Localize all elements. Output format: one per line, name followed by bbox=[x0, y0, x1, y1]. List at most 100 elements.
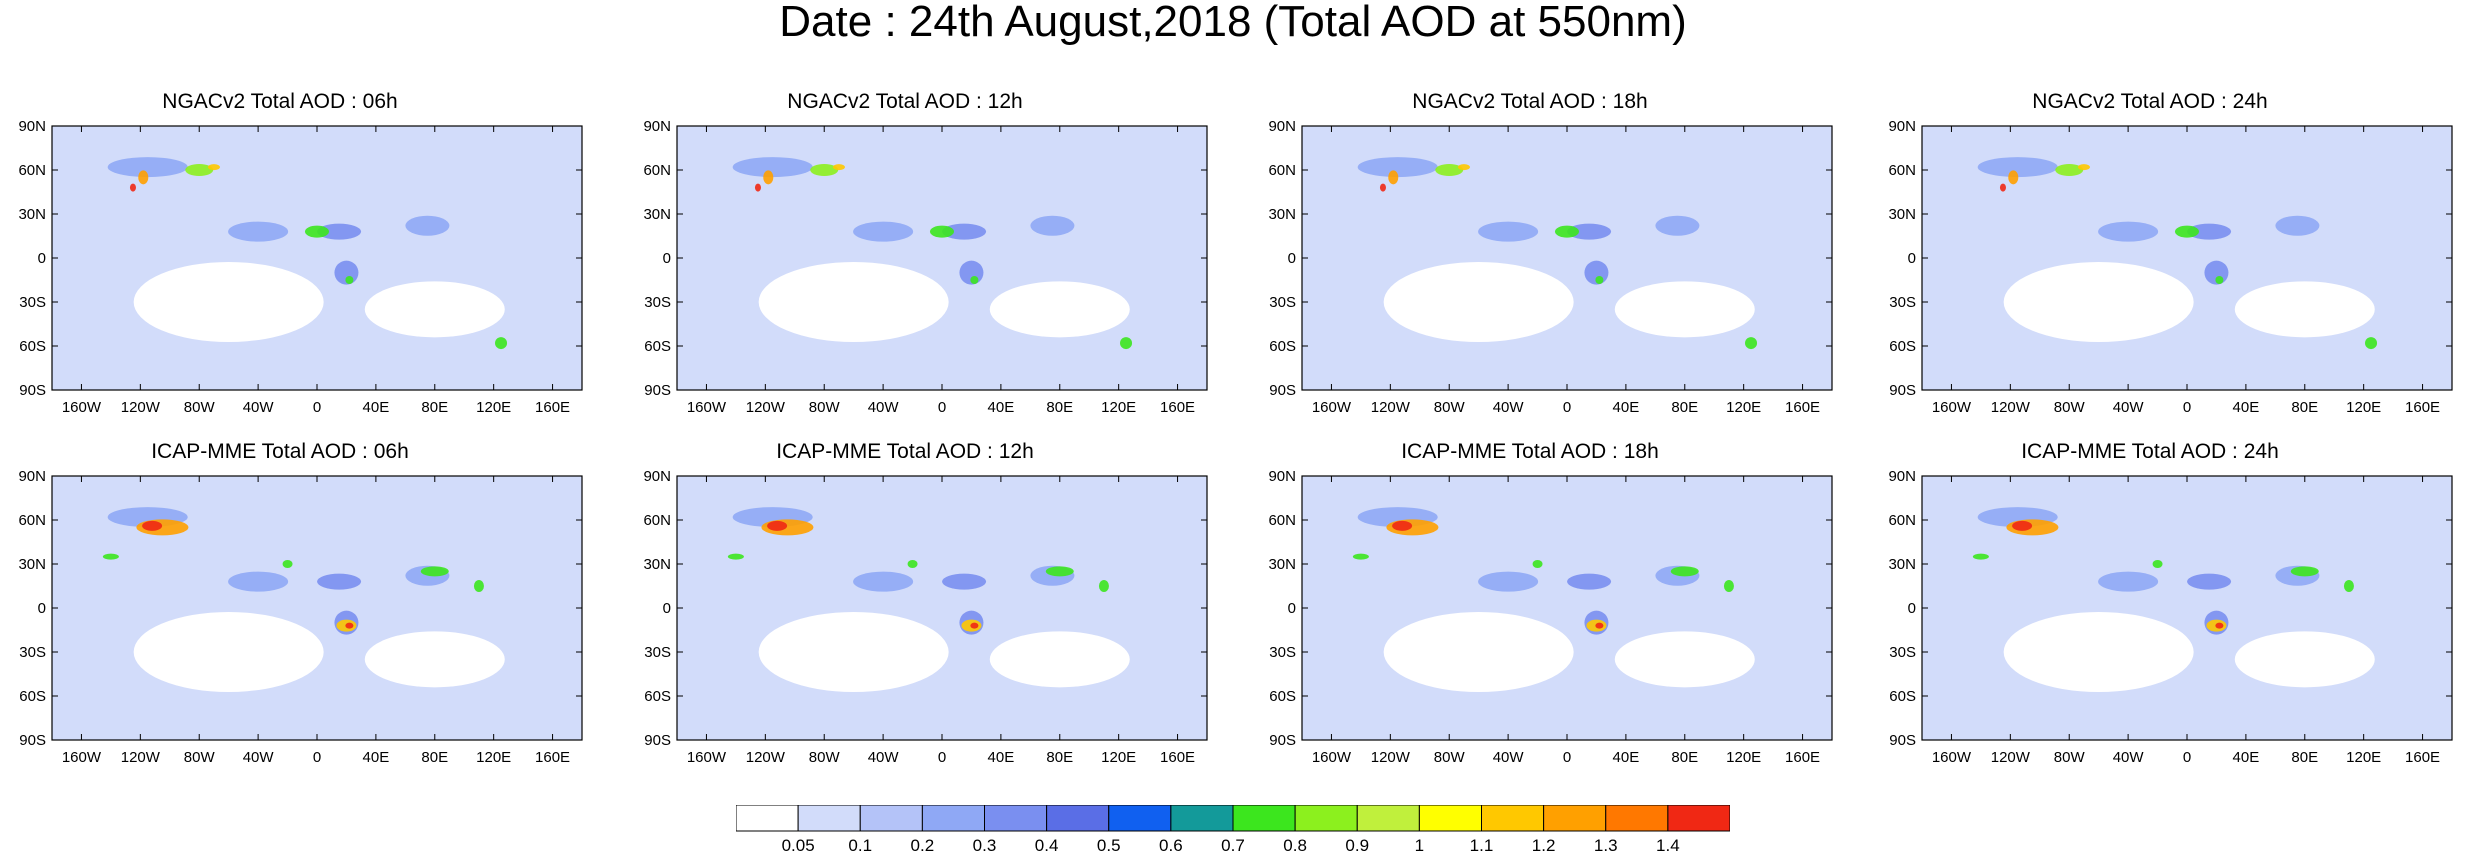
aod-field bbox=[473, 580, 484, 592]
lon-label: 40E bbox=[363, 749, 390, 766]
lon-label: 120E bbox=[1101, 749, 1136, 766]
aod-field bbox=[2290, 566, 2319, 577]
colorbar-box bbox=[1046, 805, 1110, 832]
map-ngacv2-12h: 90N 60N 30N 0 30S 60S 90S 160W 120W 80W 40W 0 40E 80E… bbox=[643, 118, 1208, 416]
lon-label: 0 bbox=[1563, 749, 1571, 766]
aod-field bbox=[1670, 566, 1699, 577]
aod-field bbox=[1567, 223, 1612, 240]
lat-label: 90S bbox=[19, 732, 46, 749]
aod-field bbox=[2175, 225, 2199, 238]
panel-title: NGACv2 Total AOD : 24h bbox=[2032, 90, 2268, 113]
lon-label: 160W bbox=[687, 399, 727, 416]
aod-field bbox=[2012, 520, 2033, 531]
colorbar-label: 0.3 bbox=[973, 836, 997, 853]
aod-field bbox=[228, 571, 289, 592]
lon-label: 0 bbox=[1563, 399, 1571, 416]
lon-label: 80W bbox=[2054, 749, 2086, 766]
aod-field bbox=[305, 225, 329, 238]
colorbar-label: 0.6 bbox=[1159, 836, 1183, 853]
aod-field bbox=[1999, 183, 2006, 192]
lat-label: 90N bbox=[1268, 468, 1296, 485]
aod-field bbox=[1030, 215, 1075, 236]
lat-label: 60N bbox=[1268, 512, 1296, 529]
aod-field bbox=[1357, 157, 1438, 178]
aod-field bbox=[853, 571, 914, 592]
low-aod-region bbox=[364, 631, 505, 688]
aod-field bbox=[282, 560, 293, 568]
aod-field bbox=[1392, 520, 1413, 531]
lon-label: 40W bbox=[1493, 749, 1525, 766]
lon-label: 0 bbox=[938, 399, 946, 416]
aod-field bbox=[942, 573, 987, 590]
lon-label: 160E bbox=[2405, 749, 2440, 766]
lon-label: 0 bbox=[2183, 399, 2191, 416]
low-aod-region bbox=[1383, 612, 1574, 692]
lon-label: 80W bbox=[184, 399, 216, 416]
lon-label: 40E bbox=[988, 749, 1015, 766]
colorbar-box bbox=[1232, 805, 1296, 832]
low-aod-region bbox=[2003, 612, 2194, 692]
aod-field bbox=[1045, 566, 1074, 577]
aod-field bbox=[810, 164, 839, 176]
aod-field bbox=[1098, 580, 1109, 592]
lat-label: 30S bbox=[644, 294, 671, 311]
lon-label: 0 bbox=[313, 399, 321, 416]
colorbar-box bbox=[1108, 805, 1172, 832]
lat-label: 30S bbox=[644, 644, 671, 661]
colorbar-label: 0.1 bbox=[848, 836, 872, 853]
lat-label: 30S bbox=[1889, 644, 1916, 661]
lat-label: 60S bbox=[644, 688, 671, 705]
lat-label: 60S bbox=[644, 338, 671, 355]
low-aod-region bbox=[758, 612, 949, 692]
lat-label: 30N bbox=[643, 206, 671, 223]
aod-field bbox=[2343, 580, 2354, 592]
aod-field bbox=[1595, 276, 1604, 284]
map-ngacv2-18h: 90N 60N 30N 0 30S 60S 90S 160W 120W 80W 40W 0 40E 80E… bbox=[1268, 118, 1833, 416]
colorbar-label: 0.5 bbox=[1097, 836, 1121, 853]
lat-label: 60N bbox=[1888, 162, 1916, 179]
aod-field bbox=[853, 221, 914, 242]
low-aod-region bbox=[1383, 262, 1574, 342]
aod-field bbox=[1655, 215, 1700, 236]
lat-label: 0 bbox=[663, 600, 671, 617]
lon-label: 40E bbox=[1613, 749, 1640, 766]
lon-label: 120E bbox=[2346, 749, 2381, 766]
colorbar-label: 1.4 bbox=[1656, 836, 1680, 853]
colorbar-label: 1.3 bbox=[1594, 836, 1618, 853]
panel-title: NGACv2 Total AOD : 06h bbox=[162, 90, 398, 113]
lat-label: 90N bbox=[643, 468, 671, 485]
lon-label: 160W bbox=[62, 749, 102, 766]
aod-field bbox=[420, 566, 449, 577]
aod-field bbox=[1555, 225, 1579, 238]
aod-field bbox=[2008, 170, 2019, 185]
aod-field bbox=[207, 164, 220, 171]
aod-field bbox=[970, 622, 979, 629]
aod-field bbox=[1972, 553, 1989, 560]
lon-label: 120E bbox=[1726, 399, 1761, 416]
colorbar-label: 0.7 bbox=[1221, 836, 1245, 853]
lat-label: 30N bbox=[1888, 556, 1916, 573]
lon-label: 120W bbox=[746, 399, 786, 416]
lat-label: 60S bbox=[1269, 688, 1296, 705]
lat-label: 0 bbox=[1908, 600, 1916, 617]
colorbar-box bbox=[859, 805, 923, 832]
colorbar-box bbox=[736, 805, 799, 832]
aod-field bbox=[138, 170, 149, 185]
lon-label: 160E bbox=[1785, 749, 1820, 766]
aod-field bbox=[2152, 560, 2163, 568]
lat-label: 60S bbox=[19, 338, 46, 355]
lon-label: 0 bbox=[2183, 749, 2191, 766]
aod-field bbox=[129, 183, 136, 192]
lat-label: 90S bbox=[1889, 732, 1916, 749]
aod-field bbox=[930, 225, 954, 238]
panel-ngacv2-12h: NGACv2 Total AOD : 12h 90N 60N 30N 0 30S 60S 9… bbox=[625, 90, 1208, 420]
colorbar-box bbox=[797, 805, 861, 832]
aod-field bbox=[907, 560, 918, 568]
aod-field bbox=[317, 223, 362, 240]
lon-label: 40W bbox=[868, 749, 900, 766]
lon-label: 160E bbox=[1785, 399, 1820, 416]
aod-field bbox=[317, 573, 362, 590]
aod-field bbox=[2098, 571, 2159, 592]
lon-label: 80E bbox=[1671, 399, 1698, 416]
lat-label: 30S bbox=[1269, 294, 1296, 311]
